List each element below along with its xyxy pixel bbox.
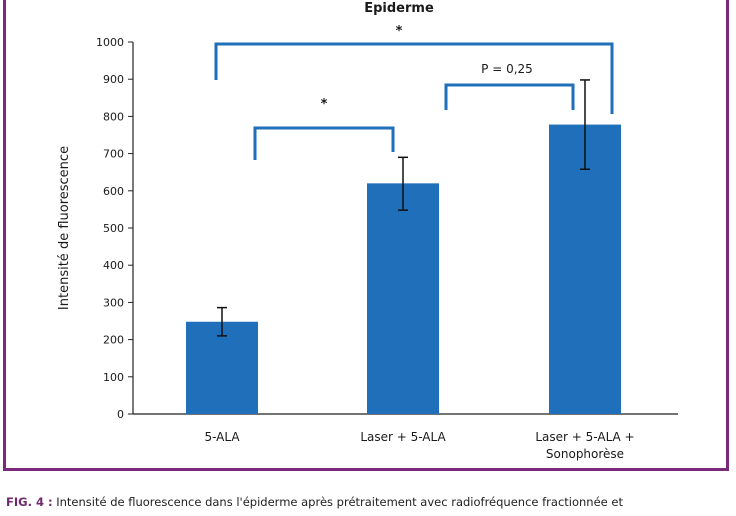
y-tick-label: 300 [103, 296, 124, 309]
y-tick-label: 600 [103, 185, 124, 198]
y-tick-label: 500 [103, 222, 124, 235]
bracket-label-3: * [396, 24, 403, 39]
bracket-label-1: * [321, 97, 328, 112]
x-tick-label: Sonophorèse [546, 447, 624, 461]
y-tick-label: 200 [103, 334, 124, 347]
y-tick-label: 400 [103, 259, 124, 272]
y-axis-label: Intensité de fluorescence [57, 146, 72, 310]
y-tick-label: 800 [103, 110, 124, 123]
bracket-1 [253, 126, 395, 160]
bars [186, 124, 621, 415]
y-tick-label: 700 [103, 148, 124, 161]
x-tick-label: 5-ALA [204, 430, 240, 444]
y-tick-label: 0 [117, 408, 124, 421]
bracket-3 [214, 42, 614, 114]
y-tick-label: 100 [103, 371, 124, 384]
figure-caption: FIG. 4 : Intensité de fluorescence dans … [6, 495, 623, 509]
x-tick-label: Laser + 5-ALA + [535, 430, 634, 444]
significance-brackets: * P = 0,25 * [214, 24, 614, 160]
bar-chart: Epiderme Intensité de fluorescence 0 100 2… [57, 1, 678, 461]
figure-label: FIG. 4 : [6, 495, 53, 509]
bar-3 [549, 124, 621, 415]
error-bars [217, 79, 590, 337]
caption-text: Intensité de fluorescence dans l'épiderm… [56, 495, 623, 509]
x-tick-label: Laser + 5-ALA [360, 430, 446, 444]
chart-title: Epiderme [364, 1, 434, 16]
bracket-2 [444, 83, 575, 110]
bar-1 [186, 321, 258, 414]
bar-2 [367, 183, 439, 414]
y-tick-label: 1000 [96, 36, 124, 49]
bracket-label-2: P = 0,25 [481, 62, 533, 76]
x-tick-labels: 5-ALA Laser + 5-ALA Laser + 5-ALA + Sonopho… [204, 430, 634, 461]
y-tick-label: 900 [103, 73, 124, 86]
